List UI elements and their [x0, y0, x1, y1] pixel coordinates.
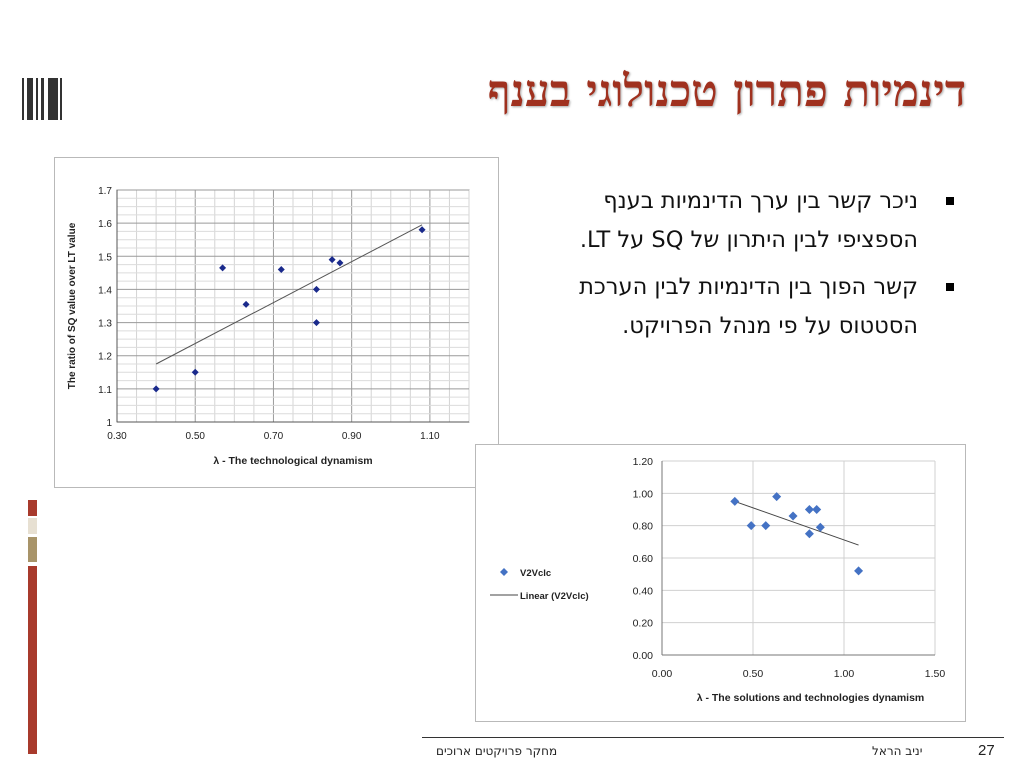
data-point: [772, 492, 782, 502]
x-tick-label: 0.70: [264, 431, 284, 442]
slide-title: דינמיות פתרון טכנולוגי בענף: [487, 66, 966, 117]
data-point: [730, 496, 740, 506]
data-point: [746, 521, 756, 531]
y-tick-label: 1.1: [98, 385, 112, 396]
chart-sq-vs-lt: 1 1.1 1.2 1.3 1.4 1.5 1.6 1.7 0.30 0.50 0.70 0.90 1.…: [54, 157, 499, 488]
y-tick-label: 0.40: [633, 585, 654, 597]
legend-label-points: V2Vclc: [520, 568, 551, 579]
x-axis-label: λ - The technological dynamism: [213, 455, 372, 467]
y-tick-label: 1.5: [98, 252, 112, 263]
footer-author: יניב הראל: [872, 744, 923, 758]
decorative-bar-red-long: [28, 566, 37, 754]
chart-v2vclc-svg: 0.00 0.20 0.40 0.60 0.80 1.00 1.20 0.00 0.50 1.00…: [490, 456, 946, 704]
data-point: [336, 259, 344, 267]
decorative-bar-tan: [28, 537, 37, 562]
chart-v2vclc: 0.00 0.20 0.40 0.60 0.80 1.00 1.20 0.00 0.50 1.00…: [475, 444, 966, 722]
data-point: [191, 368, 199, 376]
y-tick-label: 1.2: [98, 352, 112, 363]
y-tick-label: 1: [106, 418, 112, 429]
x-tick-label: 0.90: [342, 431, 362, 442]
bullet-marker-icon: [946, 283, 954, 291]
bullet-text: ניכר קשר בין ערך הדינמיות בענף הספציפי ל…: [579, 188, 918, 253]
data-point: [418, 226, 426, 234]
footer-course: מחקר פרויקטים ארוכים: [436, 744, 558, 758]
bullet-list: ניכר קשר בין ערך הדינמיות בענף הספציפי ל…: [520, 182, 962, 354]
legend-label-linear: Linear (V2Vclc): [520, 591, 589, 602]
data-point: [788, 511, 798, 521]
trendline: [734, 500, 859, 546]
bullet-item: ניכר קשר בין ערך הדינמיות בענף הספציפי ל…: [520, 182, 962, 260]
decorative-bar-light: [28, 518, 37, 534]
data-point: [242, 300, 250, 308]
y-axis-label: The ratio of SQ value over LT value: [67, 222, 78, 389]
x-axis-label: λ - The solutions and technologies dynam…: [697, 692, 925, 704]
data-point: [312, 319, 320, 327]
x-tick-label: 0.00: [652, 668, 673, 680]
bullet-text: קשר הפוך בין הדינמיות לבין הערכת הסטטוס …: [579, 274, 918, 339]
y-tick-label: 0.60: [633, 553, 654, 565]
legend-marker-points: [500, 568, 508, 576]
data-point: [815, 522, 825, 532]
y-tick-label: 0.20: [633, 618, 654, 630]
x-tick-label: 0.30: [107, 431, 127, 442]
y-tick-label: 0.00: [633, 650, 654, 662]
x-tick-label: 1.50: [925, 668, 946, 680]
data-point: [277, 266, 285, 274]
data-point: [328, 256, 336, 264]
chart-sq-vs-lt-svg: 1 1.1 1.2 1.3 1.4 1.5 1.6 1.7 0.30 0.50 0.70 0.90 1.…: [67, 186, 470, 467]
y-tick-label: 1.6: [98, 219, 112, 230]
data-point: [219, 264, 227, 272]
y-tick-label: 1.4: [98, 285, 112, 296]
logo-bars-icon: [22, 78, 62, 120]
page-number: 27: [978, 742, 995, 759]
x-tick-label: 1.00: [834, 668, 855, 680]
trendline: [155, 224, 423, 365]
data-point: [804, 529, 814, 539]
decorative-bar-red-top: [28, 500, 37, 516]
y-tick-label: 1.7: [98, 186, 112, 197]
bullet-item: קשר הפוך בין הדינמיות לבין הערכת הסטטוס …: [520, 268, 962, 346]
bullet-marker-icon: [946, 197, 954, 205]
y-tick-label: 1.00: [633, 488, 654, 500]
data-point: [804, 505, 814, 514]
footer-divider: [422, 737, 1004, 738]
data-point: [152, 385, 160, 393]
y-tick-label: 1.20: [633, 456, 654, 468]
y-tick-label: 0.80: [633, 521, 654, 533]
x-tick-label: 0.50: [185, 431, 205, 442]
data-point: [812, 505, 822, 514]
x-tick-label: 1.10: [420, 431, 440, 442]
x-tick-label: 0.50: [743, 668, 764, 680]
y-tick-label: 1.3: [98, 319, 112, 330]
data-point: [761, 521, 771, 531]
data-point: [312, 285, 320, 293]
data-point: [854, 566, 864, 576]
